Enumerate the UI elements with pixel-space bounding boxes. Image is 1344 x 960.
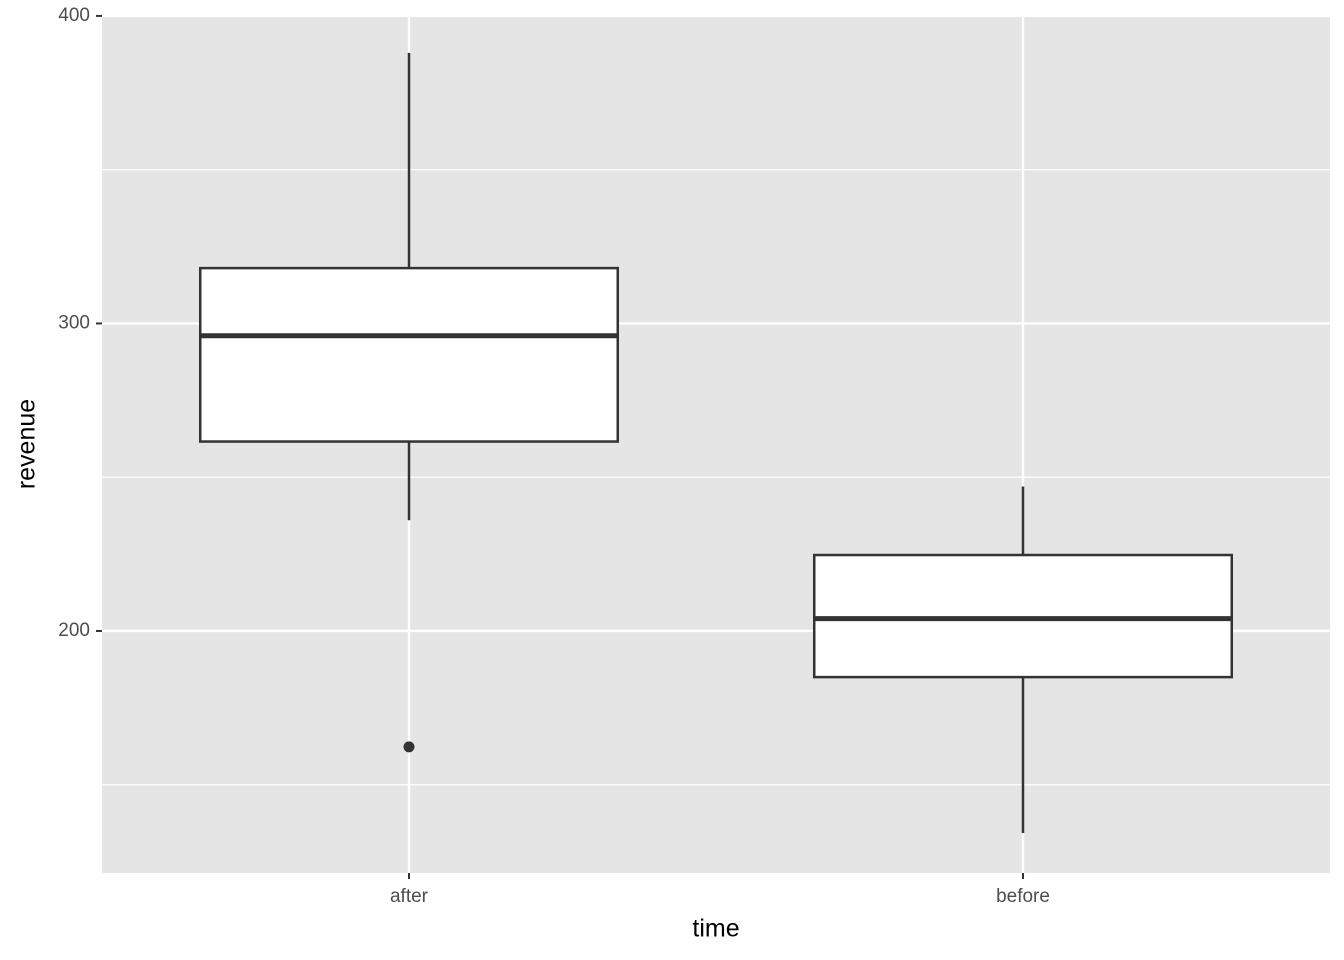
x-axis-title: time (692, 915, 739, 943)
y-tick-label: 300 (58, 312, 90, 333)
x-tick-label: after (390, 886, 429, 907)
y-tick-label: 200 (58, 620, 90, 641)
x-tick-label: before (996, 886, 1050, 907)
box (812, 553, 1234, 679)
y-axis-title: revenue (13, 399, 41, 489)
box (198, 266, 620, 443)
panel (102, 15, 1330, 873)
y-tick-label: 400 (58, 5, 90, 26)
outlier (403, 741, 415, 753)
